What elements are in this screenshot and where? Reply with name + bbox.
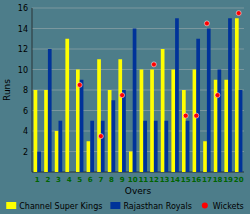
bar <box>207 29 211 173</box>
x-tick-label: 7 <box>98 176 103 184</box>
bar <box>182 90 186 172</box>
y-tick-label: 12 <box>18 45 28 54</box>
grid-line <box>32 8 244 9</box>
bar <box>165 121 169 172</box>
marks <box>34 11 243 172</box>
bar <box>133 29 137 173</box>
bar <box>69 172 73 173</box>
legend-item: Rajasthan Royals <box>110 202 191 211</box>
wicket-marker <box>236 11 241 16</box>
x-tick-label: 19 <box>223 176 233 184</box>
y-tick-label: 10 <box>18 66 28 75</box>
x-tick-label: 18 <box>213 176 223 184</box>
chart: Channel Super Kings Rajasthan Royals Wicke… <box>0 0 250 214</box>
legend-label: Rajasthan Royals <box>123 202 191 211</box>
legend-item: Wickets <box>202 202 244 211</box>
bar <box>112 100 116 172</box>
bar <box>140 70 144 173</box>
bar <box>218 70 222 173</box>
bar <box>193 70 197 173</box>
y-tick-label: 14 <box>18 25 28 34</box>
bar <box>48 49 52 172</box>
y-tick-label: 8 <box>23 86 28 95</box>
grid-line <box>32 151 244 152</box>
wicket-marker <box>77 82 82 87</box>
bar <box>161 49 165 172</box>
legend-swatch <box>6 202 16 209</box>
x-tick-label: 16 <box>191 176 201 184</box>
bar <box>97 59 101 172</box>
bar <box>175 18 179 172</box>
y-tick-label: 4 <box>23 127 28 136</box>
y-tick-label: 6 <box>23 107 28 116</box>
bar <box>65 39 69 172</box>
grid-line <box>32 90 244 91</box>
bar <box>108 90 112 172</box>
x-tick-label: 5 <box>77 176 82 184</box>
bar <box>196 39 200 172</box>
x-tick-label: 3 <box>56 176 61 184</box>
grid-line <box>32 49 244 50</box>
wicket-marker <box>120 93 125 98</box>
bar <box>150 70 154 173</box>
wicket-marker <box>183 113 188 118</box>
legend: Channel Super Kings Rajasthan Royals Wicke… <box>6 202 244 211</box>
bar <box>118 59 122 172</box>
bar <box>203 141 207 172</box>
bar <box>37 152 41 173</box>
wicket-marker <box>204 21 209 26</box>
wicket-marker <box>98 134 103 139</box>
wicket-marker <box>194 113 199 118</box>
bar <box>239 90 243 172</box>
x-tick-label: 14 <box>170 176 180 184</box>
bar <box>80 80 84 172</box>
legend-label: Channel Super Kings <box>19 202 102 211</box>
wicket-marker <box>215 93 220 98</box>
bar <box>228 18 232 172</box>
bar <box>34 90 38 172</box>
legend-swatch <box>110 202 120 209</box>
x-tick-label: 4 <box>67 176 72 184</box>
bar <box>44 90 48 172</box>
bar <box>87 141 91 172</box>
x-tick-label: 9 <box>120 176 125 184</box>
y-axis-line <box>32 8 33 172</box>
y-tick-label: 2 <box>23 148 28 157</box>
x-tick-label: 15 <box>181 176 191 184</box>
bar <box>143 121 147 172</box>
legend-marker <box>202 203 208 209</box>
grid-line <box>32 69 244 70</box>
bar <box>122 90 126 172</box>
x-tick-label: 11 <box>138 176 148 184</box>
grid-line <box>32 110 244 111</box>
bar <box>186 121 190 172</box>
legend-label: Wickets <box>213 202 244 211</box>
legend-item: Channel Super Kings <box>6 202 102 211</box>
x-axis-label: Overs <box>125 186 152 196</box>
bar <box>90 121 94 172</box>
x-tick-label: 1 <box>35 176 40 184</box>
x-tick-label: 13 <box>160 176 170 184</box>
y-tick-label: 16 <box>18 4 28 13</box>
bar <box>129 152 133 173</box>
bar <box>224 80 228 172</box>
x-tick-label: 17 <box>202 176 212 184</box>
x-axis-line <box>32 172 244 173</box>
x-tick-label: 20 <box>234 176 244 184</box>
bar <box>59 121 63 172</box>
x-tick-label: 6 <box>88 176 93 184</box>
bar <box>154 121 158 172</box>
x-tick-label: 8 <box>109 176 114 184</box>
y-axis-label: Runs <box>2 79 12 101</box>
x-tick-label: 10 <box>128 176 138 184</box>
x-tick-label: 2 <box>45 176 50 184</box>
wicket-marker <box>151 62 156 67</box>
grid-line <box>32 131 244 132</box>
bar <box>171 70 175 173</box>
x-tick-label: 12 <box>149 176 159 184</box>
grid-line <box>32 28 244 29</box>
bar <box>101 121 105 172</box>
bar <box>55 131 59 172</box>
bar <box>235 18 239 172</box>
